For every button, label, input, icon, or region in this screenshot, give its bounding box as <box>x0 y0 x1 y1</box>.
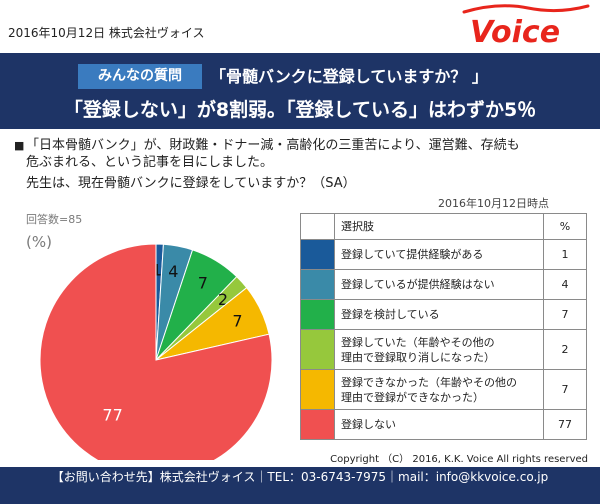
legend-swatch <box>300 409 335 440</box>
legend-swatch <box>300 299 335 330</box>
pie-data-label: 2 <box>218 290 228 309</box>
legend-swatch <box>300 269 335 300</box>
legend-value: 4 <box>543 269 587 300</box>
legend-row: 登録を検討している 7 <box>300 299 587 330</box>
question-tag: みんなの質問 <box>78 64 202 89</box>
banner-question: 「骨髄バンクに登録していますか？ 」 <box>210 67 488 86</box>
legend-swatch <box>300 329 335 370</box>
legend-label-line-2: 理由で登録ができなかった） <box>341 390 484 404</box>
pie-slice <box>39 243 273 460</box>
legend-row: 登録していて提供経験がある 1 <box>300 239 587 270</box>
response-count: 回答数=85 <box>26 213 83 226</box>
top-bar: 2016年10月12日 株式会社ヴォイス Voice <box>0 0 600 52</box>
legend-row: 登録しない 77 <box>300 409 587 440</box>
pie-data-label: 4 <box>168 262 178 281</box>
logo-swoosh <box>462 4 590 14</box>
legend-value: 2 <box>543 329 587 370</box>
intro-question: 先生は、現在骨髄バンクに登録をしていますか？（SA） <box>26 176 356 191</box>
legend-table: 選択肢 % 登録していて提供経験がある 1 登録しているが提供経験はない 4 登録を検討… <box>300 213 587 440</box>
legend-label-line-1: 登録できなかった（年齢やその他の <box>341 375 517 389</box>
pie-data-label: 1 <box>152 261 162 280</box>
legend-swatch <box>300 239 335 270</box>
legend-label-line-1: 登録していて提供経験がある <box>341 248 484 261</box>
logo-text: Voice <box>470 15 560 50</box>
footer-contact-text: 【お問い合わせ先】株式会社ヴォイス｜TEL：03-6743-7975｜mail：… <box>51 470 549 484</box>
legend-label-line-1: 登録を検討している <box>341 308 440 321</box>
intro-bullet: ■ <box>14 139 25 152</box>
legend-value: 77 <box>543 409 587 440</box>
legend-swatch <box>300 369 335 410</box>
legend-header-pct: % <box>543 213 587 240</box>
legend-value: 7 <box>543 299 587 330</box>
pie-data-label: 7 <box>198 274 208 293</box>
legend-row: 登録しているが提供経験はない 4 <box>300 269 587 300</box>
legend-label: 登録を検討している <box>334 299 544 330</box>
legend-row: 登録できなかった（年齢やその他の 理由で登録ができなかった） 7 <box>300 369 587 410</box>
pie-data-label: 7 <box>232 312 242 331</box>
intro-text: ■ 「日本骨髄バンク」が、財政難・ドナー減・高齢化の三重苦により、運営難、存続も… <box>14 137 586 192</box>
legend-label-line-1: 登録していた（年齢やその他の <box>341 335 495 349</box>
unit-label: (%) <box>26 233 52 251</box>
pie-data-label: 77 <box>102 405 122 424</box>
intro-line-1: 「日本骨髄バンク」が、財政難・ドナー減・高齢化の三重苦により、運営難、存続も <box>26 138 520 153</box>
legend-header-row: 選択肢 % <box>300 213 587 240</box>
legend-header-swatch <box>300 213 335 240</box>
voice-logo: Voice <box>462 4 590 50</box>
footer-contact: 【お問い合わせ先】株式会社ヴォイス｜TEL：03-6743-7975｜mail：… <box>0 467 600 504</box>
as-of-date: 2016年10月12日時点 <box>438 197 549 210</box>
date-company: 2016年10月12日 株式会社ヴォイス <box>8 26 205 40</box>
legend-label: 登録していて提供経験がある <box>334 239 544 270</box>
banner-headline: 「登録しない」が8割弱。「登録している」はわずか5％ <box>63 99 537 121</box>
legend-header-choice: 選択肢 <box>334 213 544 240</box>
legend-label-line-2: 理由で登録取り消しになった） <box>341 350 495 364</box>
legend-value: 7 <box>543 369 587 410</box>
legend-row: 登録していた（年齢やその他の 理由で登録取り消しになった） 2 <box>300 329 587 370</box>
legend-label-line-1: 登録しない <box>341 418 396 431</box>
legend-label: 登録できなかった（年齢やその他の 理由で登録ができなかった） <box>334 369 544 410</box>
legend-label: 登録していた（年齢やその他の 理由で登録取り消しになった） <box>334 329 544 370</box>
legend-value: 1 <box>543 239 587 270</box>
title-banner: みんなの質問 「骨髄バンクに登録していますか？ 」 「登録しない」が8割弱。「登… <box>0 53 600 129</box>
copyright: Copyright （C） 2016, K.K. Voice All right… <box>330 454 588 465</box>
intro-line-2: 危ぶまれる、という記事を目にしました。 <box>26 155 274 170</box>
legend-label: 登録しているが提供経験はない <box>334 269 544 300</box>
legend-label-line-1: 登録しているが提供経験はない <box>341 278 495 291</box>
legend-label: 登録しない <box>334 409 544 440</box>
